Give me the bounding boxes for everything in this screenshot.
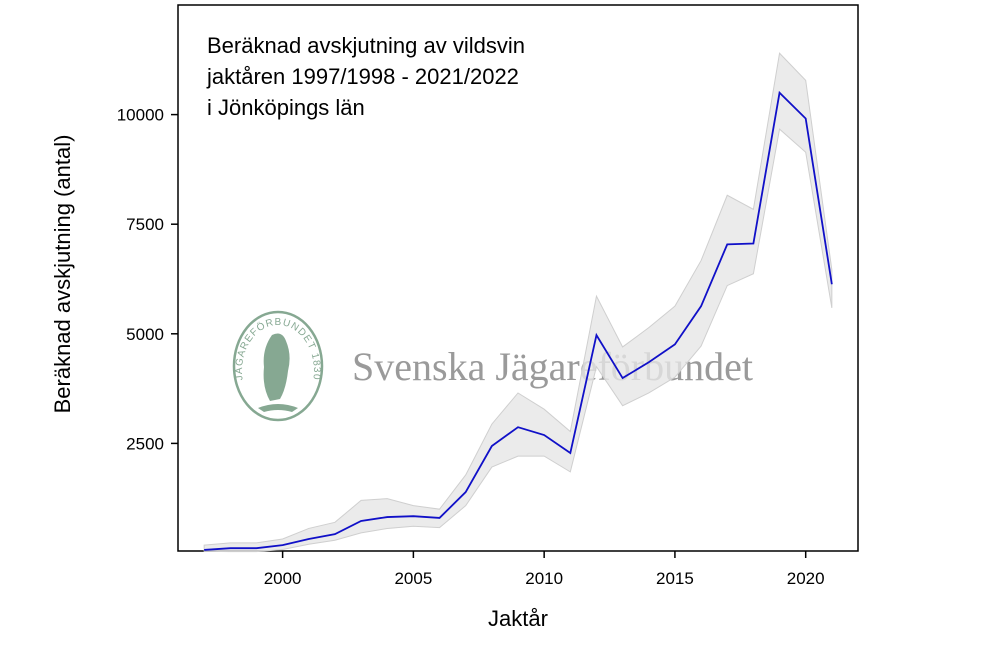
y-axis-title: Beräknad avskjutning (antal) (50, 135, 75, 414)
x-tick-label: 2010 (525, 569, 563, 588)
y-tick-label: 2500 (126, 434, 164, 453)
x-tick-label: 2000 (264, 569, 302, 588)
y-tick-label: 10000 (117, 106, 164, 125)
x-axis-title: Jaktår (488, 606, 548, 631)
x-tick-label: 2015 (656, 569, 694, 588)
logo: JÄGAREFÖRBUNDET 1830 (232, 310, 324, 422)
x-tick-label: 2020 (787, 569, 825, 588)
chart-title: i Jönköpings län (207, 95, 365, 120)
x-tick-label: 2005 (394, 569, 432, 588)
confidence-band (203, 52, 833, 553)
plot-frame (177, 4, 859, 552)
chart-title: jaktåren 1997/1998 - 2021/2022 (206, 64, 519, 89)
chart-title: Beräknad avskjutning av vildsvin (207, 33, 525, 58)
series-line (204, 90, 833, 551)
logo-ring (232, 310, 324, 422)
logo-eagle (258, 333, 298, 412)
y-tick-label: 5000 (126, 325, 164, 344)
y-tick-label: 7500 (126, 215, 164, 234)
